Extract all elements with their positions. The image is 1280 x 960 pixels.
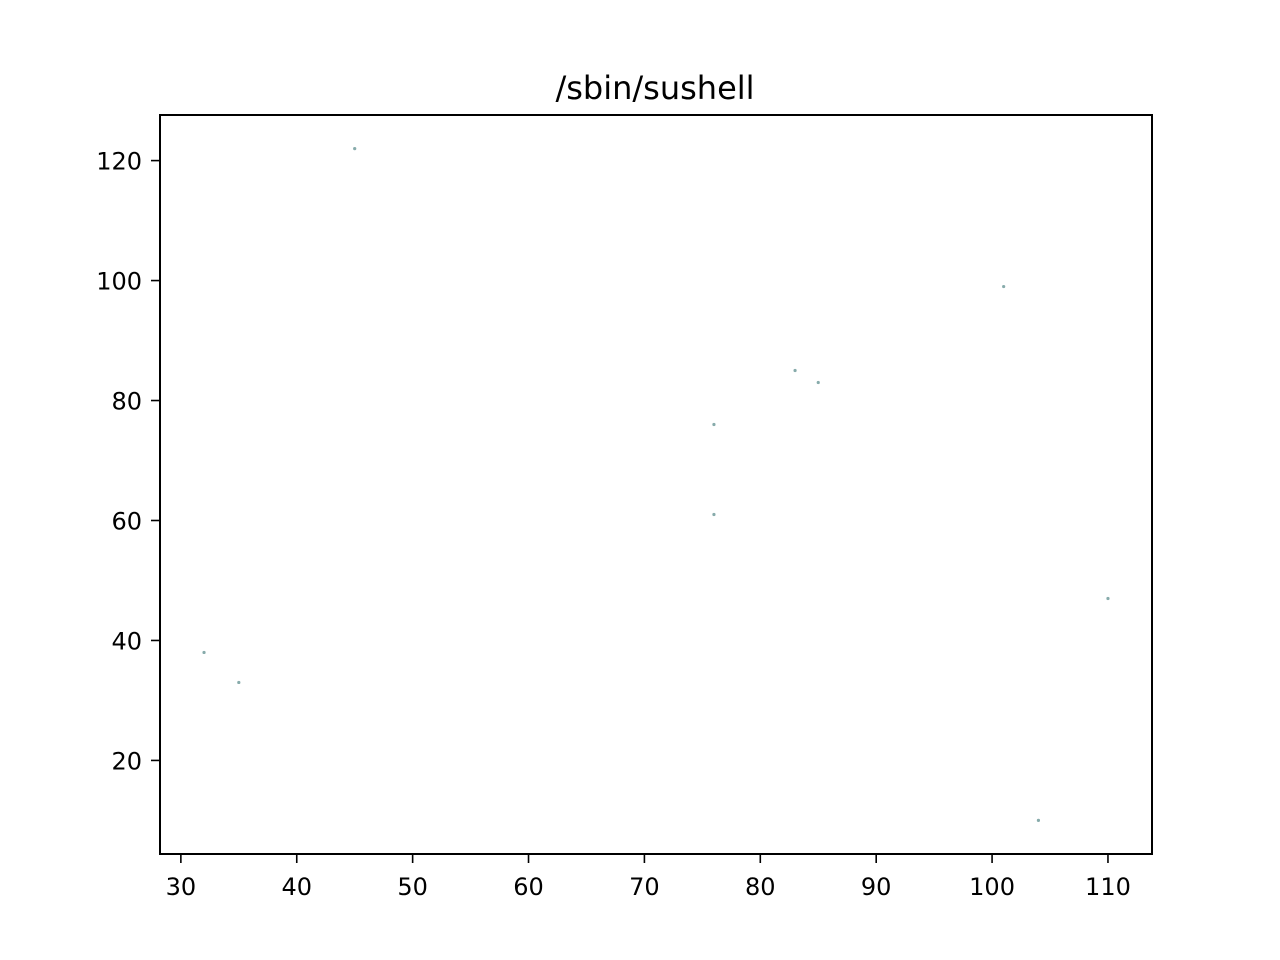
y-tick-label: 100 [96, 268, 142, 296]
x-tick-label: 30 [166, 873, 197, 901]
x-tick-label: 110 [1085, 873, 1131, 901]
chart-title: /sbin/sushell [555, 69, 754, 107]
data-point [1106, 596, 1110, 601]
x-tick-label: 60 [513, 873, 544, 901]
plot-frame [159, 114, 1153, 855]
x-tick-label: 50 [397, 873, 428, 901]
y-axis: 20 40 60 80 100 120 [96, 148, 160, 775]
y-tick-label: 120 [96, 148, 142, 176]
x-tick-label: 40 [281, 873, 312, 901]
data-point [1036, 818, 1041, 823]
x-tick-label: 100 [969, 873, 1015, 901]
data-point [816, 380, 820, 385]
data-point [202, 650, 206, 655]
x-tick-label: 70 [629, 873, 660, 901]
data-point [1002, 284, 1006, 289]
data-point [237, 680, 241, 685]
x-tick-label: 80 [745, 873, 776, 901]
y-tick-label: 20 [111, 747, 142, 775]
data-point [793, 368, 797, 373]
data-point [712, 512, 716, 517]
x-axis: 30 40 50 60 70 80 90 100 110 [166, 854, 1131, 901]
y-tick-label: 60 [111, 507, 142, 535]
data-point [353, 146, 357, 151]
y-tick-label: 40 [111, 627, 142, 655]
y-tick-label: 80 [111, 388, 142, 416]
data-point [712, 422, 716, 427]
x-tick-label: 90 [861, 873, 892, 901]
data-points [202, 146, 1110, 823]
